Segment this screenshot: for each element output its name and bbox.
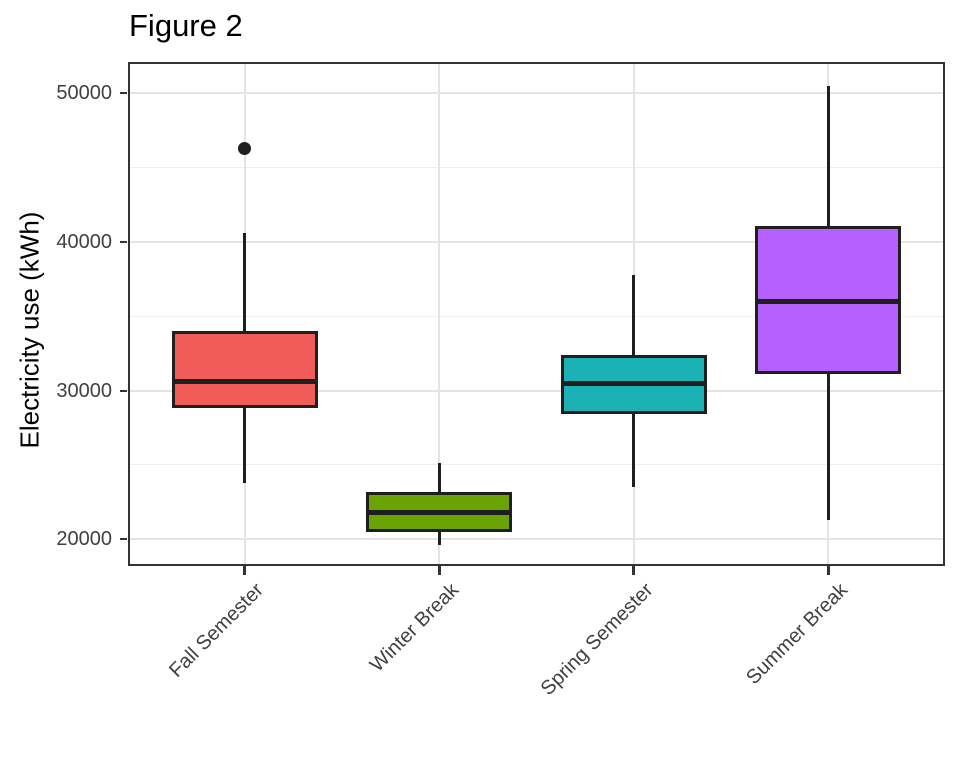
x-tick-mark — [826, 566, 830, 575]
gridline-y-major — [130, 240, 943, 243]
gridline-y-major — [130, 389, 943, 392]
y-tick-label: 30000 — [56, 379, 112, 402]
x-tick-label: Winter Break — [365, 579, 463, 677]
median-line-spring-semester — [560, 380, 707, 386]
x-tick-label: Summer Break — [741, 579, 852, 689]
y-tick-mark — [120, 240, 127, 243]
gridline-y-minor — [130, 464, 943, 466]
x-tick-label: Fall Semester — [165, 579, 269, 682]
gridline-y-minor — [130, 315, 943, 317]
outlier-point-fall-semester — [238, 141, 252, 155]
y-tick-mark — [120, 538, 127, 541]
gridline-x-major — [438, 64, 441, 564]
y-tick-mark — [120, 92, 127, 95]
median-line-winter-break — [366, 509, 513, 515]
y-tick-mark — [120, 389, 127, 392]
y-tick-label: 40000 — [56, 230, 112, 253]
gridline-y-minor — [130, 167, 943, 169]
median-line-summer-break — [755, 298, 902, 304]
x-tick-mark — [632, 566, 636, 575]
y-tick-label: 50000 — [56, 82, 112, 105]
plot-title: Figure 2 — [129, 8, 243, 43]
y-tick-label: 20000 — [56, 528, 112, 551]
x-tick-label: Spring Semester — [536, 579, 658, 700]
x-tick-mark — [243, 566, 247, 575]
median-line-fall-semester — [171, 379, 318, 385]
gridline-y-major — [130, 538, 943, 541]
x-tick-mark — [437, 566, 441, 575]
box-fall-semester — [171, 331, 318, 409]
gridline-y-major — [130, 92, 943, 95]
